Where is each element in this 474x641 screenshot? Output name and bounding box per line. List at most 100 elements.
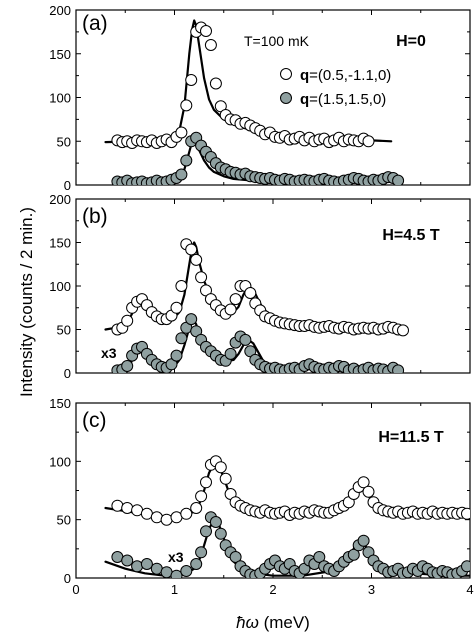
data-point-filled	[239, 333, 252, 346]
data-point-open	[121, 502, 134, 514]
data-point-open	[121, 314, 134, 327]
data-point-open	[160, 513, 173, 526]
data-point-open	[461, 507, 470, 520]
data-point-open	[180, 507, 193, 520]
data-point-open	[175, 280, 188, 292]
data-point-open	[224, 303, 237, 316]
legend-marker-filled	[280, 92, 292, 104]
data-point-open	[180, 99, 193, 112]
data-point-open	[200, 25, 212, 37]
panel-2: 0 50 100 150 200 (b) H=4.5 T x3	[49, 192, 471, 381]
data-point-filled	[180, 154, 193, 167]
data-point-filled	[229, 551, 242, 563]
data-point-open	[200, 476, 212, 489]
data-point-filled	[131, 560, 144, 573]
x-axis-symbol: ħω	[236, 613, 259, 632]
data-point-filled	[140, 558, 153, 570]
legend-filled-rest: =(1.5,1.5,0)	[309, 91, 386, 108]
data-point-filled	[170, 569, 183, 578]
data-point-filled	[121, 554, 134, 567]
data-point-open	[140, 507, 153, 520]
multiplier-label: x3	[101, 345, 117, 361]
data-point-filled	[392, 174, 405, 185]
panel-label: (a)	[82, 12, 108, 35]
data-point-open	[244, 287, 257, 299]
x-tick-label: 1	[171, 582, 178, 597]
data-point-filled	[461, 560, 470, 573]
field-label: H=4.5 T	[382, 227, 440, 244]
legend: q=(0.5,-1.1,0) q=(1.5,1.5,0)	[280, 67, 391, 108]
data-point-filled	[190, 558, 203, 570]
data-point-filled	[170, 349, 183, 362]
panel-3: 0 50 100 150 0 1 2 3 4 (c) H=11.5 T x3	[49, 396, 473, 597]
data-point-filled	[175, 168, 188, 181]
y-axis-title: Intensity (counts / 2 min.)	[17, 207, 36, 397]
legend-filled-bold: q	[300, 91, 309, 108]
legend-open-bold: q	[300, 67, 309, 84]
x-tick-label: 0	[72, 582, 79, 597]
x-axis-title: ħω (meV)	[236, 613, 310, 632]
plot-area	[104, 238, 409, 373]
y-tick-label: 100	[49, 454, 71, 469]
data-point-open	[219, 472, 232, 485]
data-point-filled	[121, 360, 134, 372]
y-tick-label: 50	[57, 323, 71, 338]
data-point-open	[362, 485, 375, 498]
multiplier-label: x3	[168, 549, 184, 565]
data-point-open	[170, 301, 183, 314]
data-point-open	[397, 324, 409, 337]
x-tick-label: 3	[368, 582, 375, 597]
data-point-open	[229, 293, 242, 306]
panel-1: 0 50 100 150 200 (a) H=0	[49, 3, 471, 193]
data-point-open	[362, 135, 375, 148]
field-label: H=11.5 T	[378, 429, 444, 446]
data-point-filled	[195, 546, 208, 559]
data-point-open	[195, 490, 208, 503]
data-point-filled	[175, 332, 188, 345]
data-point-filled	[313, 551, 326, 563]
y-tick-label: 200	[49, 3, 71, 18]
y-tick-label: 100	[49, 279, 71, 294]
y-tick-label: 50	[57, 134, 71, 149]
data-point-filled	[160, 566, 173, 578]
data-point-filled	[214, 527, 227, 540]
data-point-filled	[392, 364, 405, 373]
data-point-filled	[180, 565, 193, 577]
data-point-open	[214, 461, 227, 474]
data-point-open	[209, 77, 222, 90]
temperature-label: T=100 mK	[244, 33, 310, 49]
field-label: H=0	[396, 33, 426, 50]
data-point-open	[185, 74, 198, 86]
x-axis-unit: (meV)	[259, 613, 310, 632]
data-point-open	[195, 271, 208, 284]
legend-label-filled: q=(1.5,1.5,0)	[300, 91, 386, 108]
plot-area	[104, 455, 470, 578]
y-tick-label: 0	[64, 366, 71, 381]
y-tick-label: 0	[64, 571, 71, 586]
y-tick-label: 50	[57, 513, 71, 528]
y-tick-label: 150	[49, 47, 71, 62]
data-point-filled	[200, 525, 212, 538]
x-tick-label: 4	[466, 582, 473, 597]
y-tick-label: 0	[64, 178, 71, 193]
data-point-open	[204, 39, 217, 51]
data-point-open	[190, 253, 203, 266]
panel-label: (c)	[82, 409, 107, 432]
plot-area	[104, 19, 405, 185]
y-tick-label: 150	[49, 396, 71, 411]
data-point-open	[175, 126, 188, 139]
data-point-filled	[185, 313, 198, 326]
data-point-open	[150, 511, 163, 524]
y-tick-label: 100	[49, 91, 71, 106]
data-point-open	[185, 243, 198, 256]
data-point-filled	[347, 548, 360, 561]
legend-label-open: q=(0.5,-1.1,0)	[300, 67, 391, 84]
data-point-filled	[224, 347, 237, 360]
x-tick-label: 2	[269, 582, 276, 597]
data-point-open	[190, 502, 203, 514]
data-point-filled	[357, 534, 370, 547]
y-tick-label: 200	[49, 192, 71, 207]
y-tick-label: 150	[49, 236, 71, 251]
